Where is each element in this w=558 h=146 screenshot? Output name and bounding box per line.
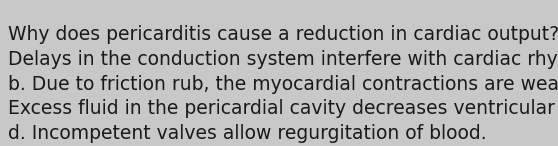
- Text: Why does pericarditis cause a reduction in cardiac output? a.: Why does pericarditis cause a reduction …: [8, 25, 558, 44]
- Text: d. Incompetent valves allow regurgitation of blood.: d. Incompetent valves allow regurgitatio…: [8, 124, 487, 143]
- Text: Delays in the conduction system interfere with cardiac rhythm.: Delays in the conduction system interfer…: [8, 50, 558, 69]
- Text: Excess fluid in the pericardial cavity decreases ventricular filling.: Excess fluid in the pericardial cavity d…: [8, 99, 558, 118]
- Text: b. Due to friction rub, the myocardial contractions are weak. c.: b. Due to friction rub, the myocardial c…: [8, 75, 558, 94]
